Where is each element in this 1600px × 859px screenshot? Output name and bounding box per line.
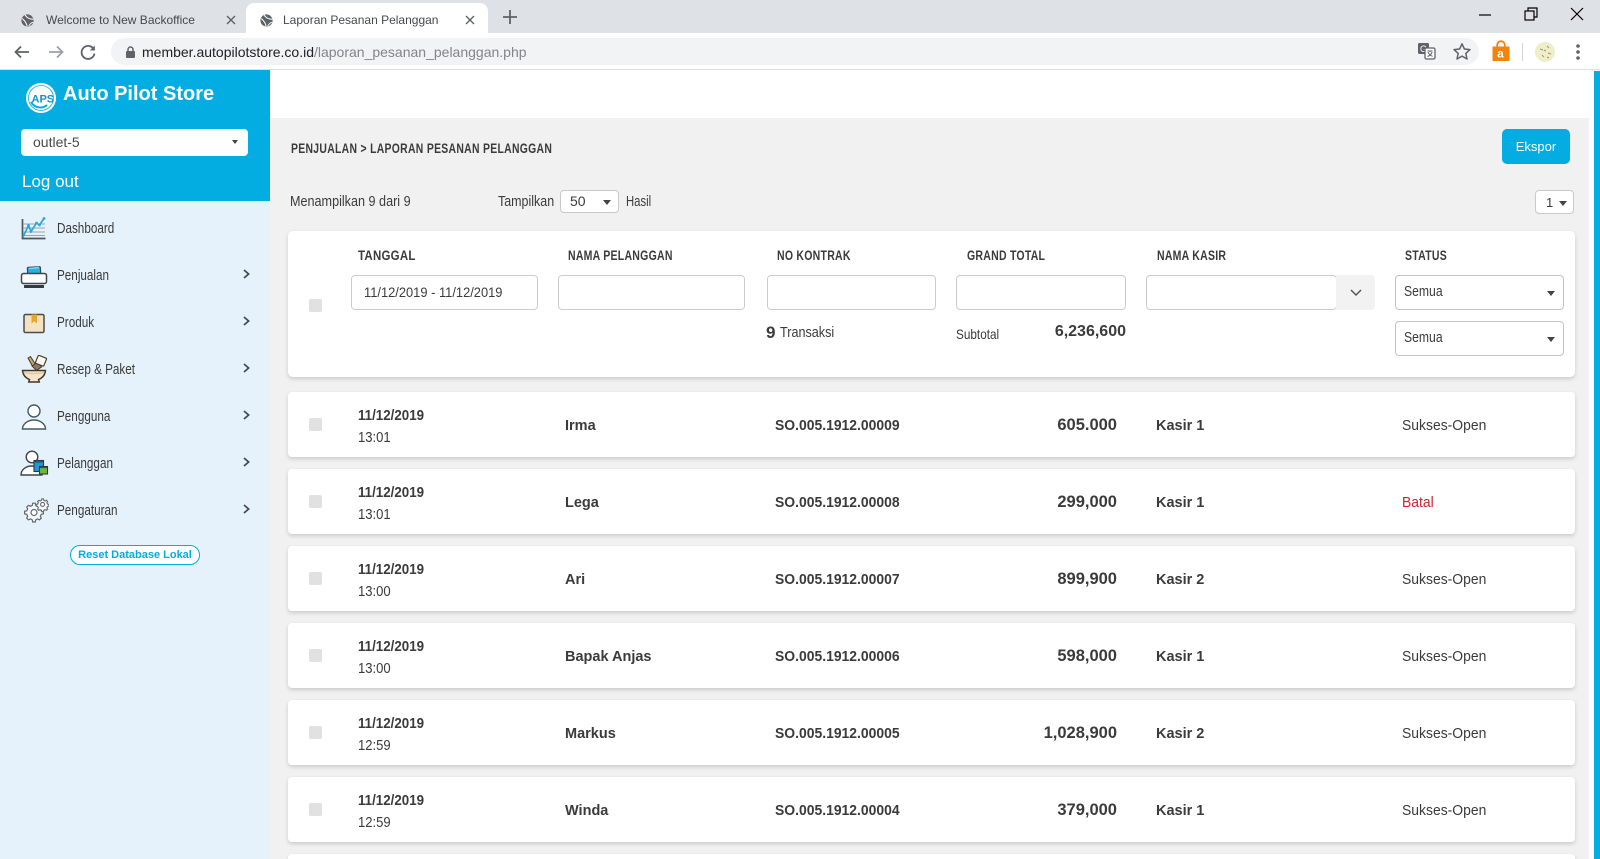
svg-text:APS: APS [32, 94, 55, 106]
svg-text:G: G [1420, 44, 1427, 54]
svg-text:a: a [1497, 49, 1504, 61]
